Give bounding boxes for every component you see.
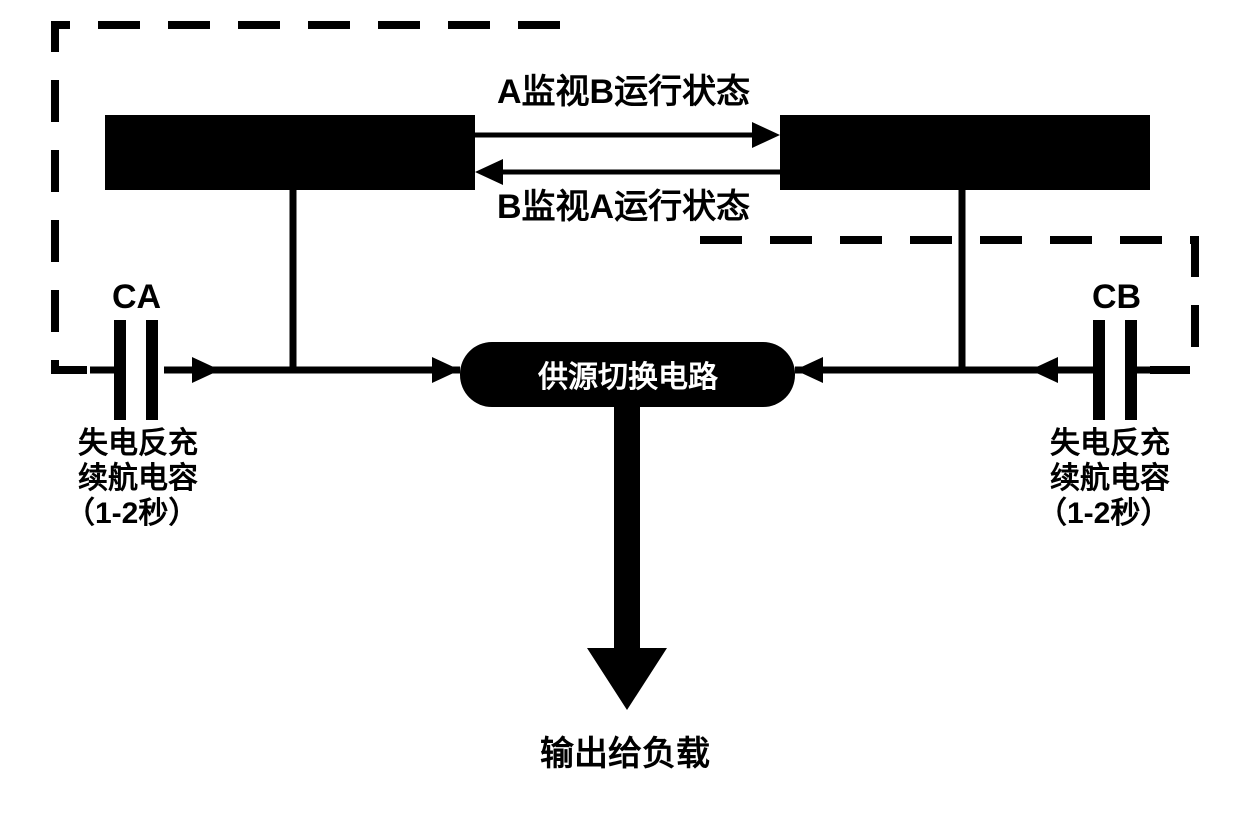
capacitor-a-desc1: 失电反充 bbox=[78, 427, 198, 460]
capacitor-a-label: CA bbox=[112, 278, 161, 316]
block-b bbox=[780, 115, 1150, 190]
arrowhead-from-ca bbox=[192, 357, 220, 383]
arrowhead-to-switch-left bbox=[432, 357, 460, 383]
monitor-ab-label: A监视B运行状态 bbox=[497, 73, 750, 111]
capacitor-b-desc3: （1-2秒） bbox=[1037, 496, 1170, 530]
switch-circuit-label: 供源切换电路 bbox=[537, 361, 719, 394]
arrow-b-to-a-head bbox=[475, 159, 503, 185]
capacitor-b-plate-1 bbox=[1093, 320, 1105, 420]
arrow-a-to-b-head bbox=[752, 122, 780, 148]
output-label: 输出给负载 bbox=[540, 735, 710, 773]
output-arrow-shaft bbox=[614, 407, 640, 650]
arrowhead-to-switch-right bbox=[795, 357, 823, 383]
capacitor-a-plate-2 bbox=[146, 320, 158, 420]
capacitor-b-plate-2 bbox=[1125, 320, 1137, 420]
capacitor-b-desc1: 失电反充 bbox=[1050, 427, 1170, 460]
diagram-svg: A监视B运行状态 B监视A运行状态 CA 失电反充 续航电容 （1-2秒） CB… bbox=[0, 0, 1239, 821]
capacitor-b-label: CB bbox=[1092, 278, 1141, 316]
dashed-line-a bbox=[55, 25, 560, 370]
output-arrow-head bbox=[587, 648, 667, 710]
capacitor-b-desc2: 续航电容 bbox=[1050, 461, 1170, 495]
arrowhead-from-cb bbox=[1030, 357, 1058, 383]
capacitor-a-desc2: 续航电容 bbox=[78, 461, 198, 495]
capacitor-a-desc3: （1-2秒） bbox=[65, 496, 198, 530]
capacitor-a-plate-1 bbox=[114, 320, 126, 420]
block-a bbox=[105, 115, 475, 190]
monitor-ba-label: B监视A运行状态 bbox=[497, 188, 750, 226]
